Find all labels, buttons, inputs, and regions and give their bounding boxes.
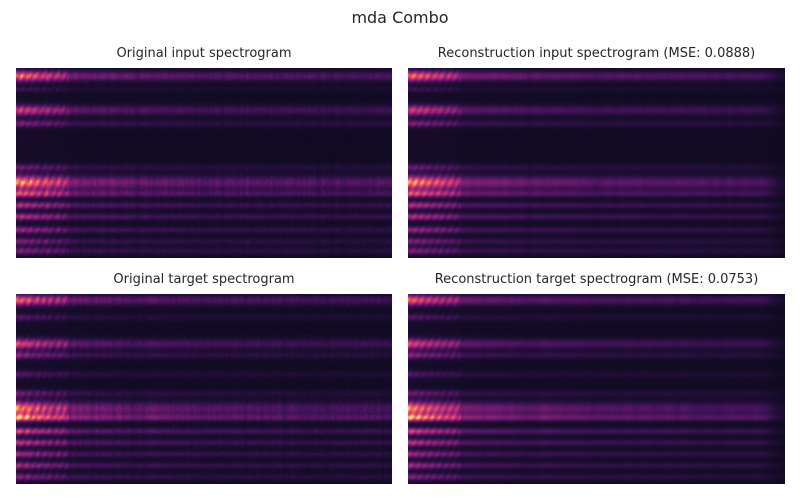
reconstruction-target-spectrogram <box>408 294 785 484</box>
original-target-spectrogram <box>16 294 392 484</box>
panel-title-reconstruction-input: Reconstruction input spectrogram (MSE: 0… <box>437 46 756 61</box>
panel-title-original-target: Original target spectrogram <box>113 272 295 287</box>
reconstruction-input-spectrogram <box>408 68 785 258</box>
panel-title-original-input: Original input spectrogram <box>116 46 292 61</box>
figure-title: mda Combo <box>351 8 449 27</box>
panel-title-reconstruction-target: Reconstruction target spectrogram (MSE: … <box>434 272 759 287</box>
original-input-spectrogram <box>16 68 392 258</box>
